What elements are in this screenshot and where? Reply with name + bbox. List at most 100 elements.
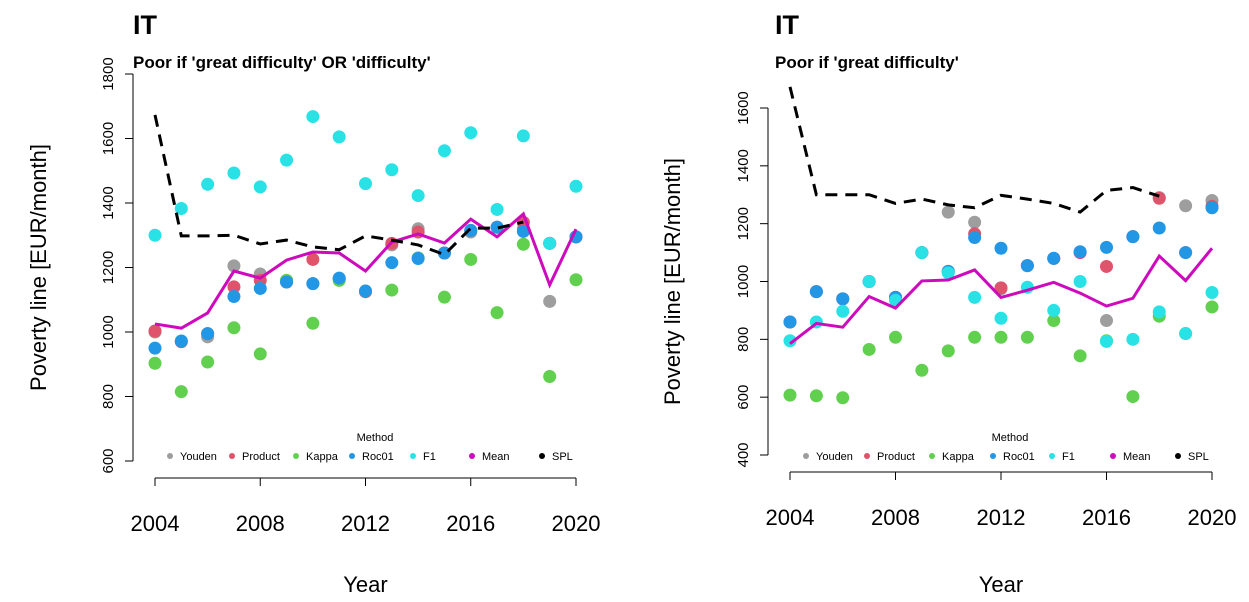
data-point	[1100, 314, 1113, 328]
data-point	[569, 273, 583, 287]
data-point	[1073, 349, 1087, 363]
legend-label: Roc01	[1003, 451, 1035, 463]
data-point	[543, 370, 557, 384]
data-point	[1179, 327, 1193, 341]
y-tick-label: 1600	[100, 122, 117, 155]
data-point	[306, 316, 320, 330]
data-point	[253, 347, 267, 361]
x-tick-label: 2004	[131, 511, 180, 536]
legend-marker	[1175, 453, 1181, 459]
y-tick-label: 1200	[100, 251, 117, 284]
data-point	[332, 271, 346, 285]
series-line	[789, 247, 1214, 345]
data-point	[1047, 314, 1061, 328]
data-point	[994, 281, 1008, 295]
series-line	[788, 86, 1160, 214]
data-point	[994, 330, 1008, 344]
data-point	[968, 290, 982, 304]
series-line	[154, 211, 578, 330]
data-point	[148, 324, 162, 338]
y-tick-label: 1400	[100, 186, 117, 219]
legend-label: Mean	[1123, 451, 1151, 463]
legend-label: F1	[1062, 451, 1075, 463]
x-axis-label: Year	[979, 572, 1023, 597]
legend-marker	[1110, 453, 1116, 459]
data-point	[227, 321, 241, 335]
y-tick-label: 800	[100, 384, 117, 409]
data-point	[1152, 305, 1166, 319]
data-point	[411, 251, 425, 265]
data-point	[968, 231, 982, 245]
data-point	[174, 385, 188, 399]
legend-marker	[469, 453, 475, 459]
data-point	[280, 275, 294, 289]
data-point	[280, 153, 294, 167]
data-point	[411, 189, 425, 203]
data-point	[464, 223, 478, 237]
x-tick-label: 2020	[1188, 505, 1237, 530]
legend-label: Mean	[482, 451, 510, 463]
y-tick-label: 800	[735, 327, 752, 352]
legend-marker	[929, 453, 935, 459]
x-tick-label: 2012	[341, 511, 390, 536]
x-tick-label: 2004	[766, 505, 815, 530]
data-point	[148, 341, 162, 355]
data-point	[569, 179, 583, 193]
data-point	[862, 275, 876, 288]
data-point	[490, 202, 504, 216]
legend-label: Kappa	[942, 451, 975, 463]
data-point	[201, 327, 215, 341]
series-line	[153, 114, 524, 257]
data-point	[227, 259, 241, 273]
legend-label: F1	[423, 451, 436, 463]
legend-marker	[229, 453, 235, 459]
y-tick-label: 1600	[735, 91, 752, 124]
data-point	[941, 344, 955, 358]
data-point	[516, 224, 530, 238]
y-tick-label: 600	[735, 385, 752, 410]
data-point	[516, 129, 530, 143]
legend-marker	[803, 453, 809, 459]
y-tick-label: 400	[735, 442, 752, 467]
legend-label: Product	[877, 451, 915, 463]
data-point	[1126, 230, 1140, 244]
data-point	[915, 363, 929, 377]
legend-marker	[990, 453, 996, 459]
data-point	[148, 228, 162, 242]
data-point	[783, 388, 797, 402]
data-point	[968, 215, 982, 229]
data-point	[148, 356, 162, 370]
legend-marker	[1049, 453, 1055, 459]
data-point	[201, 355, 215, 369]
data-point	[1100, 259, 1113, 273]
data-point	[385, 256, 399, 270]
legend-label: Youden	[816, 451, 853, 463]
data-point	[332, 130, 346, 144]
data-point	[915, 246, 929, 260]
data-point	[1100, 240, 1113, 254]
data-point	[437, 290, 451, 304]
data-point	[783, 315, 797, 329]
y-tick-label: 600	[100, 448, 117, 473]
data-point	[1020, 259, 1034, 273]
data-point	[941, 205, 955, 219]
x-tick-label: 2008	[236, 511, 285, 536]
y-tick-label: 1000	[100, 315, 117, 348]
legend-title: Method	[992, 432, 1029, 444]
data-point	[1073, 275, 1087, 288]
x-tick-label: 2016	[446, 511, 495, 536]
x-tick-label: 2008	[871, 505, 920, 530]
data-point	[1126, 390, 1140, 404]
legend-label: Youden	[180, 451, 217, 463]
data-point	[1020, 330, 1034, 344]
data-point	[543, 294, 557, 308]
data-point	[994, 241, 1008, 255]
data-point	[836, 304, 850, 318]
x-axis-label: Year	[343, 572, 387, 597]
data-point	[201, 177, 215, 191]
data-point	[783, 334, 797, 348]
data-point	[1179, 199, 1193, 213]
legend-marker	[167, 453, 173, 459]
data-point	[1047, 303, 1061, 317]
